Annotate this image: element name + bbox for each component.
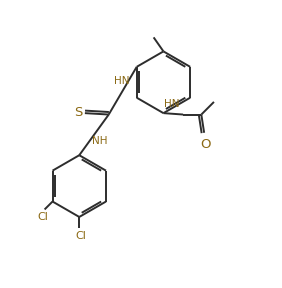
Text: Cl: Cl [75, 231, 86, 241]
Text: Cl: Cl [37, 212, 48, 222]
Text: NH: NH [92, 136, 108, 146]
Text: HN: HN [114, 76, 129, 86]
Text: S: S [74, 106, 82, 119]
Text: O: O [200, 138, 210, 151]
Text: HN: HN [164, 99, 180, 109]
